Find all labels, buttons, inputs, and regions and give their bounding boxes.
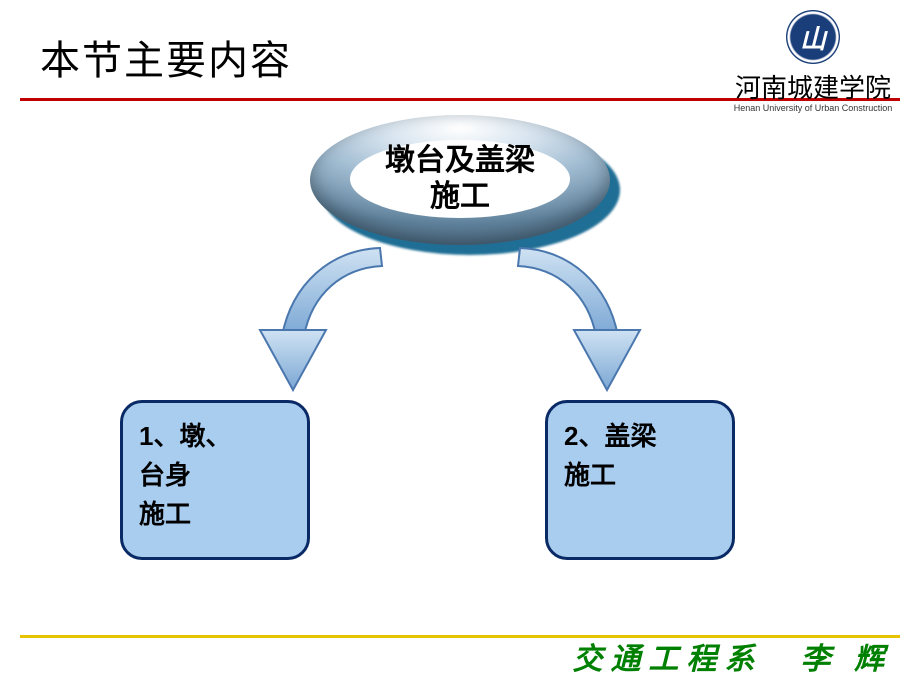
page-title: 本节主要内容 (40, 28, 292, 86)
arrow-right-icon (500, 240, 670, 400)
arrow-left-icon (230, 240, 400, 400)
arrow-right (500, 240, 670, 400)
university-logo-icon: 山 (786, 10, 840, 64)
footer-text: 交通工程系 李 辉 (573, 634, 893, 678)
leaf-box-1: 1、墩、 台身 施工 (120, 400, 310, 560)
leaf-box-2: 2、盖梁 施工 (545, 400, 735, 560)
university-name-en: Henan University of Urban Construction (728, 103, 898, 113)
arrow-left (230, 240, 400, 400)
slide: 本节主要内容 山 河南城建学院 Henan University of Urba… (0, 0, 920, 690)
university-name-cn: 河南城建学院 (728, 68, 898, 105)
university-brand: 山 河南城建学院 Henan University of Urban Const… (728, 10, 898, 113)
root-node-label: 墩台及盖梁 施工 (350, 140, 570, 218)
